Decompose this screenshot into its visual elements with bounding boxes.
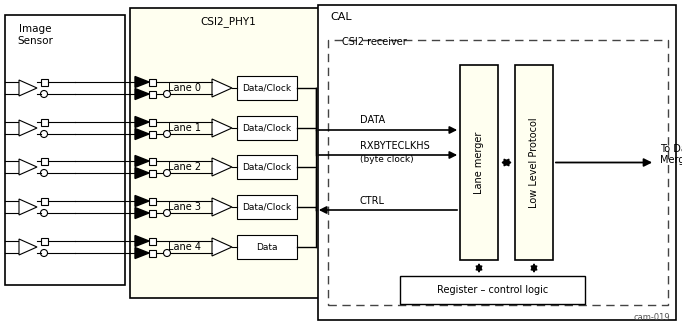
Text: Data/Clock: Data/Clock xyxy=(242,163,292,171)
Bar xyxy=(237,116,297,140)
Bar xyxy=(328,40,668,305)
Polygon shape xyxy=(212,158,232,176)
Bar xyxy=(149,78,155,85)
Text: CTRL: CTRL xyxy=(360,196,385,206)
Polygon shape xyxy=(135,196,149,206)
Text: CSI2 receiver: CSI2 receiver xyxy=(342,37,406,47)
Bar xyxy=(149,158,155,164)
Polygon shape xyxy=(19,120,37,136)
Polygon shape xyxy=(19,239,37,255)
Bar xyxy=(149,198,155,204)
Polygon shape xyxy=(212,79,232,97)
Polygon shape xyxy=(19,80,37,96)
Bar xyxy=(40,198,48,204)
Bar xyxy=(40,78,48,85)
Bar xyxy=(149,210,155,216)
Bar xyxy=(400,276,585,304)
Text: (byte clock): (byte clock) xyxy=(360,156,413,164)
Circle shape xyxy=(164,169,170,177)
Polygon shape xyxy=(135,129,149,140)
Bar xyxy=(40,237,48,245)
Bar xyxy=(5,15,125,285)
Polygon shape xyxy=(19,199,37,215)
Bar xyxy=(237,155,297,179)
Bar xyxy=(130,8,325,298)
Polygon shape xyxy=(135,116,149,128)
Polygon shape xyxy=(135,167,149,179)
Text: Register – control logic: Register – control logic xyxy=(437,285,548,295)
Bar xyxy=(149,130,155,137)
Text: cam-019: cam-019 xyxy=(634,314,670,322)
Circle shape xyxy=(40,210,48,216)
Bar xyxy=(460,65,498,260)
Bar xyxy=(237,235,297,259)
Text: Image
Sensor: Image Sensor xyxy=(17,24,53,46)
Text: Lane 2: Lane 2 xyxy=(168,162,202,172)
Circle shape xyxy=(40,91,48,97)
Text: Data/Clock: Data/Clock xyxy=(242,83,292,93)
Bar xyxy=(40,118,48,126)
Polygon shape xyxy=(135,77,149,88)
Bar xyxy=(149,118,155,126)
Polygon shape xyxy=(135,89,149,99)
Text: Lane merger: Lane merger xyxy=(474,131,484,194)
Text: Data: Data xyxy=(256,243,278,251)
Text: Data/Clock: Data/Clock xyxy=(242,202,292,212)
Text: Lane 4: Lane 4 xyxy=(168,242,201,252)
Text: CAL: CAL xyxy=(330,12,352,22)
Bar xyxy=(515,65,553,260)
Polygon shape xyxy=(135,208,149,218)
Polygon shape xyxy=(212,119,232,137)
Circle shape xyxy=(164,91,170,97)
Polygon shape xyxy=(212,198,232,216)
Text: Lane 1: Lane 1 xyxy=(168,123,201,133)
Bar xyxy=(318,5,676,320)
Circle shape xyxy=(40,250,48,256)
Text: DATA: DATA xyxy=(360,115,385,125)
Polygon shape xyxy=(212,238,232,256)
Bar xyxy=(149,237,155,245)
Text: RXBYTECLKHS: RXBYTECLKHS xyxy=(360,141,430,151)
Polygon shape xyxy=(135,156,149,166)
Bar xyxy=(149,169,155,177)
Bar xyxy=(149,91,155,97)
Circle shape xyxy=(164,130,170,137)
Polygon shape xyxy=(19,159,37,175)
Circle shape xyxy=(40,169,48,177)
Text: Low Level Protocol: Low Level Protocol xyxy=(529,117,539,208)
Polygon shape xyxy=(135,248,149,259)
Text: To Data Stream
Merger: To Data Stream Merger xyxy=(660,144,682,165)
Circle shape xyxy=(164,210,170,216)
Bar xyxy=(237,76,297,100)
Text: Data/Clock: Data/Clock xyxy=(242,124,292,132)
Text: Lane 0: Lane 0 xyxy=(168,83,201,93)
Circle shape xyxy=(40,130,48,137)
Bar xyxy=(237,195,297,219)
Text: CSI2_PHY1: CSI2_PHY1 xyxy=(200,17,256,27)
Text: Lane 3: Lane 3 xyxy=(168,202,201,212)
Bar xyxy=(149,250,155,256)
Polygon shape xyxy=(135,235,149,247)
Bar xyxy=(40,158,48,164)
Circle shape xyxy=(164,250,170,256)
